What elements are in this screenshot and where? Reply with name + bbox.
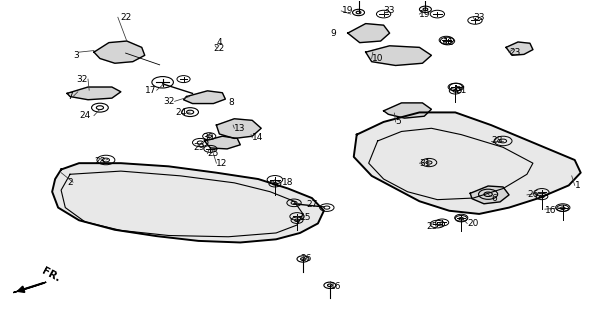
- Text: 33: 33: [473, 13, 485, 22]
- Text: 24: 24: [80, 111, 91, 120]
- Text: 4: 4: [217, 38, 222, 47]
- Text: 29: 29: [193, 143, 205, 152]
- Text: 31: 31: [419, 159, 431, 168]
- Text: 32: 32: [77, 75, 88, 84]
- Text: 13: 13: [235, 124, 246, 133]
- Text: 22: 22: [214, 44, 224, 53]
- Text: 9: 9: [330, 28, 336, 38]
- Text: 26: 26: [527, 190, 538, 199]
- Polygon shape: [383, 103, 431, 118]
- Polygon shape: [217, 119, 261, 139]
- Text: 10: 10: [371, 54, 383, 63]
- Polygon shape: [67, 87, 121, 100]
- Text: 30: 30: [202, 133, 214, 142]
- Polygon shape: [354, 112, 581, 214]
- Text: 25: 25: [208, 149, 219, 158]
- Polygon shape: [506, 42, 533, 55]
- Text: FR.: FR.: [40, 266, 62, 284]
- Text: 3: 3: [73, 51, 79, 60]
- Text: 32: 32: [163, 97, 175, 106]
- Text: 21: 21: [455, 86, 467, 95]
- Text: 5: 5: [395, 117, 401, 126]
- Text: 16: 16: [545, 206, 556, 215]
- Text: 17: 17: [145, 86, 157, 95]
- Text: 19: 19: [342, 6, 353, 15]
- Text: 14: 14: [252, 133, 263, 142]
- Text: 1: 1: [575, 181, 580, 190]
- Polygon shape: [94, 41, 145, 63]
- Polygon shape: [470, 186, 509, 204]
- Text: 15: 15: [300, 212, 311, 222]
- Text: 24: 24: [175, 108, 187, 117]
- Polygon shape: [52, 163, 324, 243]
- Text: 19: 19: [419, 10, 431, 19]
- Text: 28: 28: [95, 157, 106, 166]
- Polygon shape: [348, 24, 389, 43]
- Text: 16: 16: [330, 282, 341, 292]
- Text: 20: 20: [467, 219, 479, 228]
- Text: 11: 11: [443, 38, 455, 47]
- Text: 26: 26: [300, 254, 311, 263]
- Text: 8: 8: [229, 99, 234, 108]
- Text: 23: 23: [509, 48, 520, 57]
- Text: 22: 22: [121, 13, 132, 22]
- Text: 2: 2: [67, 178, 73, 187]
- Text: 28: 28: [491, 136, 502, 146]
- Polygon shape: [205, 136, 240, 149]
- Polygon shape: [13, 282, 46, 292]
- Text: 33: 33: [383, 6, 395, 15]
- Text: 27: 27: [306, 200, 317, 209]
- Text: 25: 25: [426, 222, 437, 231]
- Text: 18: 18: [282, 178, 293, 187]
- Text: 12: 12: [217, 159, 228, 168]
- Text: 6: 6: [491, 194, 497, 203]
- Text: 7: 7: [67, 92, 73, 101]
- Polygon shape: [365, 46, 431, 66]
- Polygon shape: [184, 91, 226, 104]
